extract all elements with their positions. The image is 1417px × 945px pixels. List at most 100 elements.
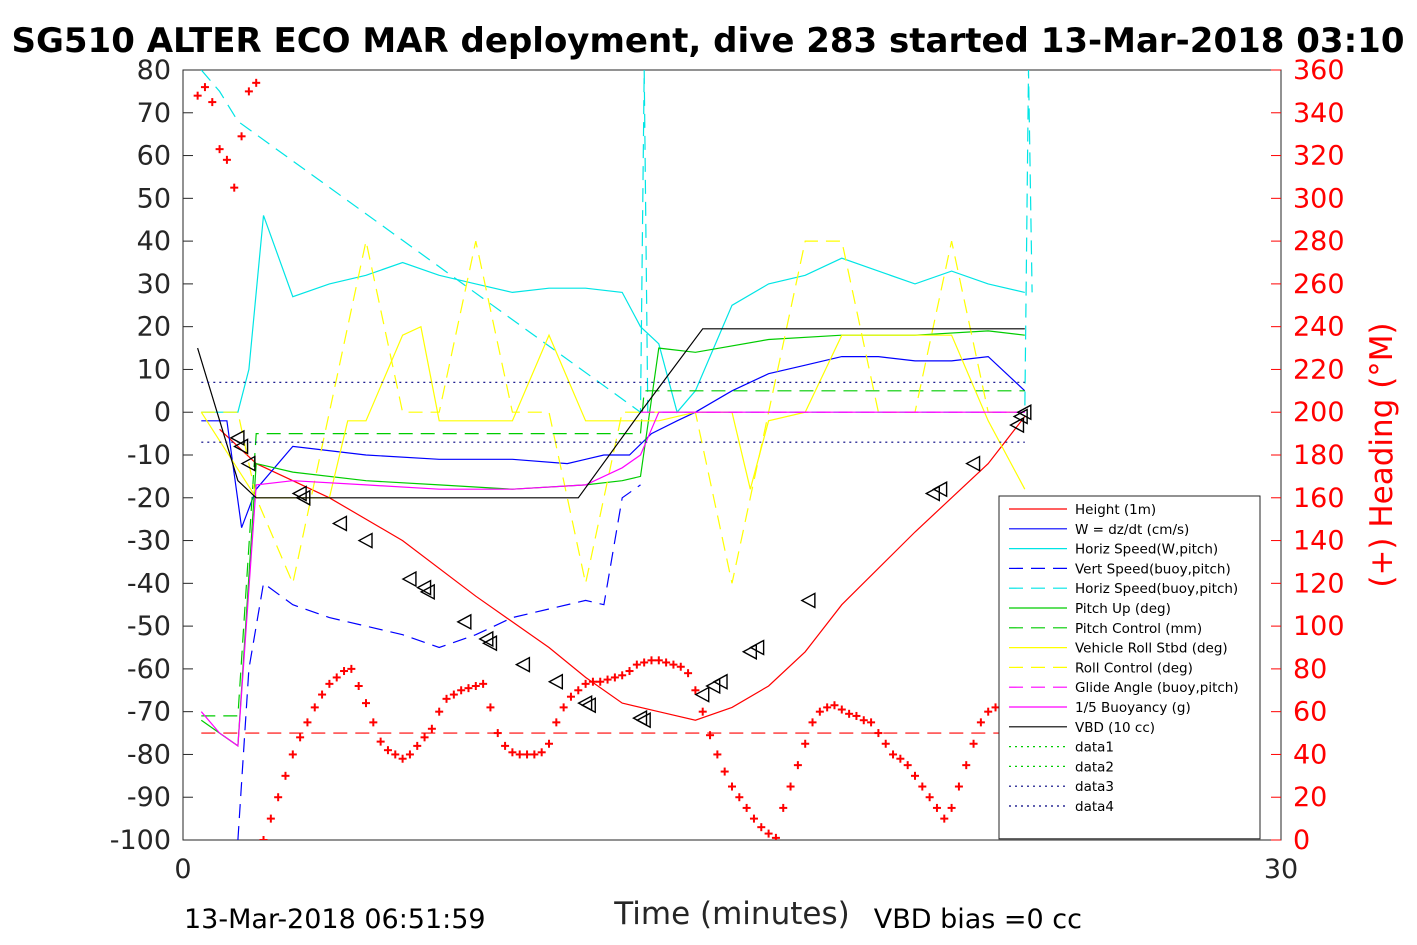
heading-point [523, 750, 532, 759]
left-tick-label: -40 [127, 568, 171, 599]
heading-point [215, 145, 224, 154]
legend-label: Vert Speed(buoy,pitch) [1075, 561, 1231, 577]
heading-point [962, 761, 971, 770]
triangle-marker [749, 639, 765, 656]
series-line-8 [201, 240, 1025, 586]
heading-point [398, 754, 407, 763]
heading-point [340, 667, 349, 676]
heading-point [603, 675, 612, 684]
heading-point [479, 679, 488, 688]
triangle-marker [456, 613, 472, 631]
triangle-marker [635, 712, 651, 729]
heading-point [786, 782, 795, 791]
x-tick-label: 30 [1264, 854, 1298, 885]
heading-point [969, 739, 978, 748]
right-axis-ticks: 3603403203002802602402202001801601401201… [1271, 55, 1345, 856]
triangle-marker [800, 592, 816, 609]
heading-point [889, 750, 898, 759]
heading-point [281, 771, 290, 780]
heading-point [354, 682, 363, 690]
heading-point [266, 814, 275, 823]
left-tick-label: 20 [137, 312, 171, 343]
left-tick-label: 50 [137, 183, 171, 214]
heading-point [515, 750, 524, 759]
legend-label: Horiz Speed(W,pitch) [1075, 542, 1218, 558]
heading-point [925, 793, 934, 802]
legend-label: data3 [1075, 779, 1114, 795]
heading-point [376, 737, 385, 746]
heading-point [552, 718, 561, 727]
heading-point [632, 660, 641, 669]
heading-point [383, 746, 392, 755]
heading-point [347, 664, 356, 673]
left-tick-label: 60 [137, 141, 171, 172]
heading-point [574, 686, 583, 695]
heading-point [464, 684, 473, 693]
heading-point [991, 703, 1000, 712]
triangle-marker [331, 515, 348, 532]
heading-point [801, 739, 810, 748]
triangle-marker [1009, 416, 1025, 434]
triangle-marker [924, 485, 940, 502]
heading-point [771, 833, 780, 840]
heading-point [274, 793, 283, 802]
heading-point [420, 733, 429, 742]
heading-point [640, 658, 649, 667]
heading-point [742, 803, 751, 812]
legend-label: data1 [1075, 740, 1114, 756]
triangle-marker [481, 635, 498, 652]
triangle-marker [1016, 404, 1032, 421]
right-tick-label: 360 [1293, 55, 1345, 86]
heading-point [442, 694, 451, 703]
triangle-marker [741, 643, 757, 660]
heading-point [793, 761, 802, 770]
heading-point [757, 823, 766, 832]
legend-label: Height (1m) [1075, 502, 1156, 518]
legend-label: Vehicle Roll Stbd (deg) [1075, 641, 1228, 657]
x-tick-label: 0 [174, 854, 191, 885]
heading-point [545, 739, 553, 748]
heading-point [940, 814, 949, 823]
footer-timestamp: 13-Mar-2018 06:51:59 [184, 904, 486, 935]
heading-point [976, 718, 985, 727]
right-tick-label: 140 [1293, 526, 1345, 557]
left-tick-label: 40 [137, 226, 171, 257]
triangle-marker [229, 429, 245, 447]
left-tick-label: -90 [127, 782, 171, 813]
triangle-marker [401, 570, 417, 588]
x-axis-label: Time (minutes) [613, 896, 849, 932]
heading-point [493, 729, 502, 738]
heading-point [501, 741, 510, 750]
heading-point [471, 682, 480, 690]
legend-label: Horiz Speed(buoy,pitch) [1075, 581, 1238, 597]
left-tick-label: 80 [137, 55, 171, 86]
heading-point [918, 782, 927, 791]
heading-point [457, 686, 466, 695]
heading-point [669, 660, 678, 669]
right-tick-label: 80 [1293, 654, 1327, 685]
series-line-1 [201, 355, 1026, 528]
heading-point [193, 91, 202, 100]
legend-label: data2 [1075, 759, 1114, 775]
triangle-marker [932, 481, 948, 498]
triangle-marker [965, 455, 981, 472]
triangle-marker [233, 438, 249, 455]
heading-point [244, 87, 253, 96]
heading-point [303, 718, 312, 727]
right-tick-label: 260 [1293, 269, 1345, 300]
heading-point [852, 711, 861, 720]
heading-point [874, 729, 883, 738]
heading-point [486, 703, 495, 712]
right-tick-label: 100 [1293, 611, 1345, 642]
heading-point [954, 782, 963, 791]
heading-point [903, 761, 912, 770]
heading-point [288, 750, 297, 759]
heading-point [779, 803, 788, 812]
heading-point [435, 707, 444, 716]
triangle-marker [580, 697, 596, 714]
heading-point [654, 656, 663, 665]
left-tick-label: -10 [127, 440, 171, 471]
legend-label: Glide Angle (buoy,pitch) [1075, 680, 1239, 696]
heading-point [749, 814, 758, 823]
